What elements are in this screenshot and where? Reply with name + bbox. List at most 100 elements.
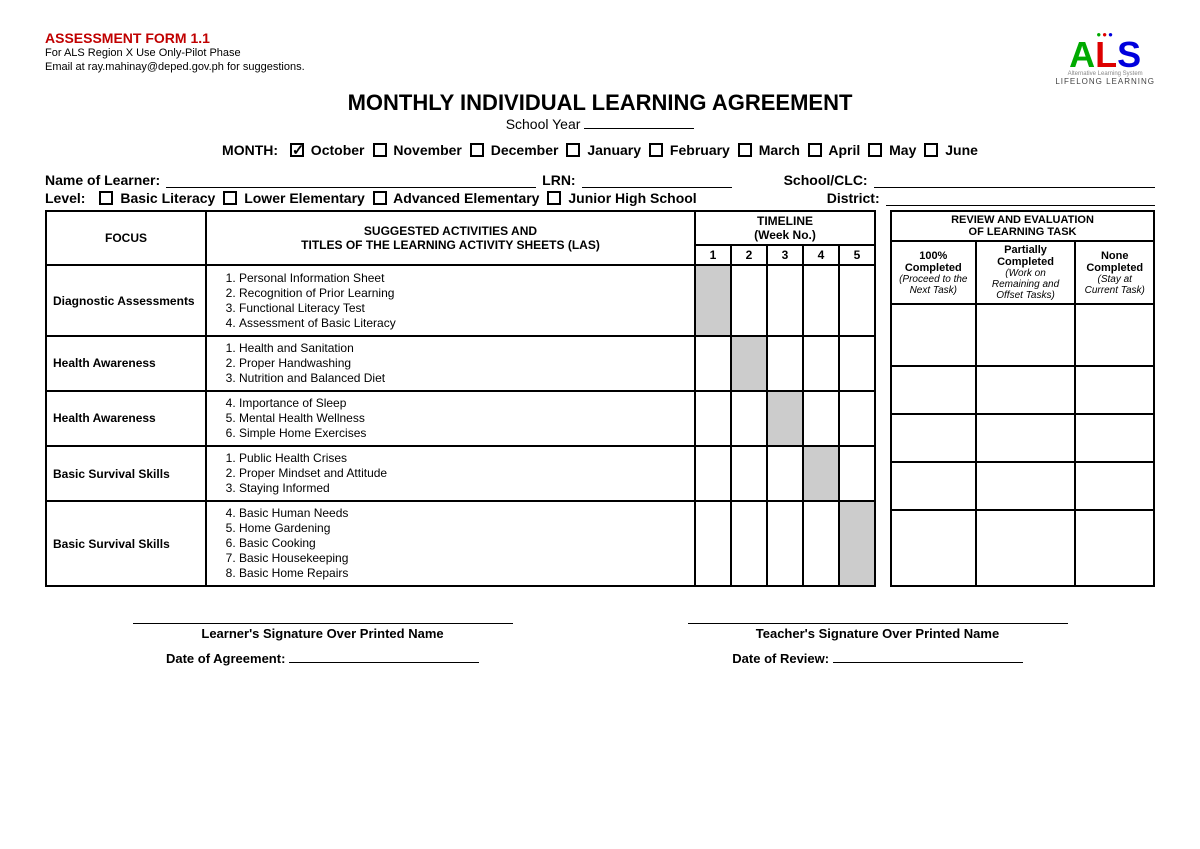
level-option: Advanced Elementary: [390, 190, 540, 206]
month-checkbox[interactable]: [290, 143, 304, 157]
month-checkbox[interactable]: [808, 143, 822, 157]
activity-item: Basic Housekeeping: [239, 551, 688, 566]
level-option: Lower Elementary: [240, 190, 365, 206]
als-logo: ●●● ALS Alternative Learning System LIFE…: [1055, 30, 1155, 86]
level-label: Level:: [45, 190, 85, 206]
review-cell: [891, 462, 976, 510]
week-cell: [803, 265, 839, 335]
review-cell: [891, 304, 976, 366]
review-title: REVIEW AND EVALUATION: [896, 214, 1149, 226]
level-checkbox[interactable]: [99, 191, 113, 205]
date-review-label: Date of Review:: [732, 651, 829, 666]
month-checkbox[interactable]: [470, 143, 484, 157]
info-line-2: Level: Basic Literacy Lower Elementary A…: [45, 190, 1155, 206]
month-label: March: [755, 142, 800, 158]
form-sub2: Email at ray.mahinay@deped.gov.ph for su…: [45, 60, 305, 74]
activities-cell: Personal Information SheetRecognition of…: [206, 265, 695, 335]
activities-cell: Public Health CrisesProper Mindset and A…: [206, 446, 695, 501]
week-cell: [731, 336, 767, 391]
review-col-header: None Completed(Stay at Current Task): [1075, 241, 1154, 304]
review-cell: [976, 414, 1076, 462]
page-title: MONTHLY INDIVIDUAL LEARNING AGREEMENT: [45, 90, 1155, 116]
review-cell: [1075, 414, 1154, 462]
week-cell: [695, 391, 731, 446]
week-cell: [767, 391, 803, 446]
month-label: May: [885, 142, 916, 158]
date-agree-label: Date of Agreement:: [166, 651, 285, 666]
level-checkbox[interactable]: [547, 191, 561, 205]
level-option: Junior High School: [564, 190, 696, 206]
review-cell: [891, 510, 976, 586]
date-agreement: Date of Agreement:: [133, 651, 513, 666]
month-label: December: [487, 142, 559, 158]
th-timeline: TIMELINE (Week No.): [695, 211, 875, 245]
month-checkbox[interactable]: [566, 143, 580, 157]
week-cell: [695, 446, 731, 501]
activities-cell: Basic Human NeedsHome GardeningBasic Coo…: [206, 501, 695, 586]
th-timeline-sub: (Week No.): [702, 228, 868, 242]
review-table: REVIEW AND EVALUATION OF LEARNING TASK 1…: [890, 210, 1155, 587]
focus-cell: Basic Survival Skills: [46, 501, 206, 586]
review-row: [891, 366, 1154, 414]
signatures: Learner's Signature Over Printed Name Da…: [45, 623, 1155, 666]
week-cell: [839, 265, 875, 335]
month-label: June: [941, 142, 978, 158]
th-focus: FOCUS: [46, 211, 206, 265]
month-checkbox[interactable]: [373, 143, 387, 157]
week-cell: [839, 446, 875, 501]
main-table: FOCUS SUGGESTED ACTIVITIES AND TITLES OF…: [45, 210, 876, 587]
focus-cell: Diagnostic Assessments: [46, 265, 206, 335]
header: ASSESSMENT FORM 1.1 For ALS Region X Use…: [45, 30, 1155, 86]
level-option: Basic Literacy: [116, 190, 215, 206]
review-cell: [1075, 510, 1154, 586]
date-review: Date of Review:: [688, 651, 1068, 666]
info-line-1: Name of Learner: LRN: School/CLC:: [45, 172, 1155, 188]
learner-sig-label: Learner's Signature Over Printed Name: [133, 623, 513, 641]
review-cell: [1075, 366, 1154, 414]
review-row: [891, 510, 1154, 586]
table-row: Basic Survival SkillsPublic Health Crise…: [46, 446, 875, 501]
week-cell: [731, 446, 767, 501]
month-checkbox[interactable]: [868, 143, 882, 157]
month-checkbox[interactable]: [649, 143, 663, 157]
review-cell: [1075, 462, 1154, 510]
month-label: October: [307, 142, 365, 158]
activity-item: Nutrition and Balanced Diet: [239, 371, 688, 386]
review-cell: [891, 366, 976, 414]
week-cell: [695, 336, 731, 391]
review-cell: [976, 366, 1076, 414]
review-row: [891, 414, 1154, 462]
teacher-sig-label: Teacher's Signature Over Printed Name: [688, 623, 1068, 641]
th-week: 3: [767, 245, 803, 265]
activity-item: Mental Health Wellness: [239, 411, 688, 426]
review-col-header: 100% Completed(Proceed to the Next Task): [891, 241, 976, 304]
month-checkbox[interactable]: [738, 143, 752, 157]
form-sub1: For ALS Region X Use Only-Pilot Phase: [45, 46, 305, 60]
logo-tag2: LIFELONG LEARNING: [1055, 77, 1155, 86]
week-cell: [767, 336, 803, 391]
activity-item: Simple Home Exercises: [239, 426, 688, 441]
review-row: [891, 462, 1154, 510]
month-checkbox[interactable]: [924, 143, 938, 157]
month-label: January: [583, 142, 641, 158]
activity-item: Functional Literacy Test: [239, 301, 688, 316]
activity-item: Health and Sanitation: [239, 341, 688, 356]
review-cell: [1075, 304, 1154, 366]
activity-item: Proper Mindset and Attitude: [239, 466, 688, 481]
th-week: 5: [839, 245, 875, 265]
level-checkbox[interactable]: [373, 191, 387, 205]
week-cell: [767, 446, 803, 501]
level-checkbox[interactable]: [223, 191, 237, 205]
month-label: February: [666, 142, 730, 158]
subtitle: School Year: [45, 116, 1155, 132]
table-row: Health AwarenessHealth and SanitationPro…: [46, 336, 875, 391]
week-cell: [803, 446, 839, 501]
month-selector: MONTH: October November December January…: [45, 142, 1155, 158]
activity-item: Proper Handwashing: [239, 356, 688, 371]
activity-item: Staying Informed: [239, 481, 688, 496]
week-cell: [803, 501, 839, 586]
th-week: 1: [695, 245, 731, 265]
table-row: Diagnostic AssessmentsPersonal Informati…: [46, 265, 875, 335]
month-label: November: [390, 142, 462, 158]
week-cell: [731, 265, 767, 335]
